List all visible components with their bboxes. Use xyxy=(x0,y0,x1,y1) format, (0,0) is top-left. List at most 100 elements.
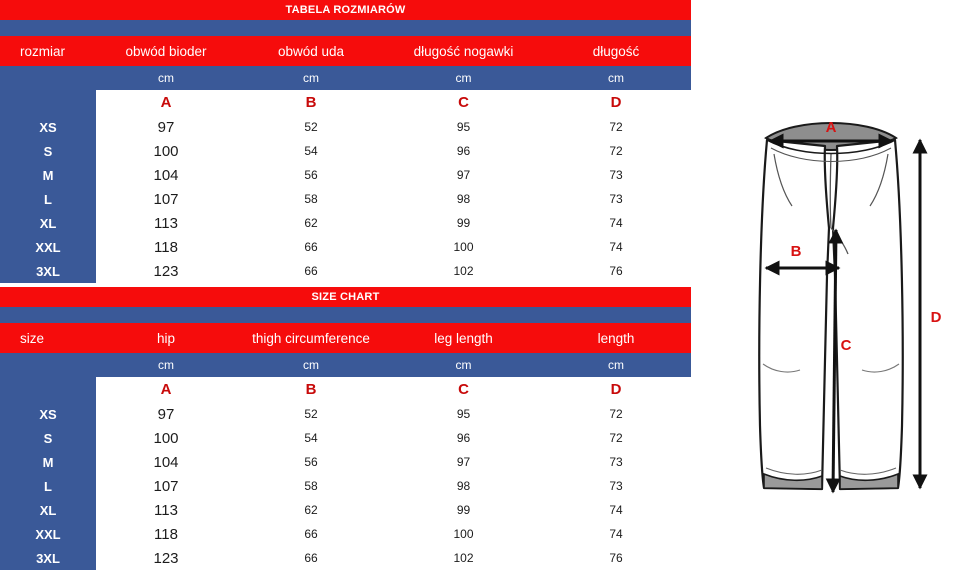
right-knee-crease xyxy=(861,363,900,373)
row-size-label: L xyxy=(44,478,52,494)
letter-row-english: A B C D xyxy=(0,377,691,402)
row-hip-value: 123 xyxy=(153,549,179,567)
row-leg-value: 97 xyxy=(456,455,471,469)
row-leg-value: 102 xyxy=(453,551,474,565)
header-size-english: size xyxy=(20,330,45,346)
row-leg-value: 96 xyxy=(456,144,471,158)
size-table-polish: TABELA ROZMIARÓW rozmiar obwód bioder ob… xyxy=(0,0,691,283)
unit-leg-polish: cm xyxy=(455,71,472,85)
data-rows-polish: A B C D XS 97 52 95 72 S 100 54 96 xyxy=(0,90,691,283)
row-size-label: XS xyxy=(39,406,57,422)
letter-row-polish: A B C D xyxy=(0,90,691,115)
row-hip-value: 118 xyxy=(154,525,178,543)
table-row: XS 97 52 95 72 xyxy=(0,402,691,426)
title-separator-english xyxy=(0,307,691,323)
row-length-value: 72 xyxy=(609,407,623,421)
header-row-english: size hip thigh circumference leg length … xyxy=(0,323,691,353)
measure-label-a: A xyxy=(826,119,837,136)
table-row: M 104 56 97 73 xyxy=(0,450,691,474)
row-leg-value: 98 xyxy=(456,192,471,206)
row-size-label: S xyxy=(43,430,53,446)
header-leg-english: leg length xyxy=(434,330,493,346)
unit-size-english xyxy=(0,353,96,377)
row-length-value: 73 xyxy=(609,192,623,206)
row-size-label: XL xyxy=(39,502,57,518)
row-size-label: XXL xyxy=(35,239,61,255)
header-thigh-polish: obwód uda xyxy=(277,43,345,59)
row-leg-value: 100 xyxy=(453,240,474,254)
data-rows-english: A B C D XS 97 52 95 72 S 100 54 96 xyxy=(0,377,691,570)
row-size-label: XS xyxy=(39,119,57,135)
row-thigh-value: 56 xyxy=(304,168,318,182)
row-thigh-value: 54 xyxy=(304,144,318,158)
data-area-polish: A B C D XS 97 52 95 72 S 100 54 96 xyxy=(0,90,691,283)
unit-length-polish: cm xyxy=(608,71,624,85)
trousers-measurement-diagram: A B C D xyxy=(726,96,968,516)
table-row: XXL 118 66 100 74 xyxy=(0,235,691,259)
header-leg-polish: długość nogawki xyxy=(413,43,514,59)
row-thigh-value: 52 xyxy=(304,407,318,421)
letter-d-english: D xyxy=(610,381,622,398)
row-hip-value: 113 xyxy=(154,501,178,519)
row-size-label: XXL xyxy=(35,526,61,542)
letter-c-english: C xyxy=(458,381,469,398)
row-leg-value: 95 xyxy=(456,407,471,421)
header-length-polish: długość xyxy=(592,43,640,59)
row-leg-value: 102 xyxy=(453,264,474,278)
row-length-value: 72 xyxy=(609,431,623,445)
table-row: L 107 58 98 73 xyxy=(0,187,691,211)
row-thigh-value: 58 xyxy=(304,479,318,493)
unit-leg-english: cm xyxy=(455,358,472,372)
row-leg-value: 96 xyxy=(456,431,471,445)
title-separator-polish xyxy=(0,20,691,36)
row-thigh-value: 66 xyxy=(304,551,318,565)
row-hip-value: 107 xyxy=(153,477,179,495)
row-thigh-value: 62 xyxy=(304,503,318,517)
right-hem-stitch xyxy=(839,467,897,475)
letter-a-english: A xyxy=(160,381,172,398)
row-size-label: L xyxy=(44,191,52,207)
row-size-label: 3XL xyxy=(36,550,60,566)
row-hip-value: 104 xyxy=(153,453,179,471)
row-hip-value: 100 xyxy=(153,429,179,447)
unit-thigh-polish: cm xyxy=(303,71,319,85)
row-hip-value: 100 xyxy=(153,142,179,160)
row-hip-value: 118 xyxy=(154,238,178,256)
row-length-value: 73 xyxy=(609,455,623,469)
row-hip-value: 107 xyxy=(153,190,179,208)
left-knee-crease xyxy=(762,363,801,373)
size-table-english: SIZE CHART size hip thigh circumference … xyxy=(0,287,691,570)
row-size-label: S xyxy=(43,143,53,159)
letter-d-polish: D xyxy=(610,94,622,111)
table-row: S 100 54 96 72 xyxy=(0,426,691,450)
row-thigh-value: 54 xyxy=(304,431,318,445)
left-leg-outline xyxy=(758,138,831,491)
header-hip-polish: obwód bioder xyxy=(125,43,207,59)
row-hip-value: 104 xyxy=(153,166,179,184)
row-size-label: M xyxy=(42,167,54,183)
row-leg-value: 99 xyxy=(456,216,471,230)
row-length-value: 73 xyxy=(609,479,623,493)
centre-seam xyxy=(829,153,832,229)
row-leg-value: 100 xyxy=(453,527,474,541)
row-hip-value: 97 xyxy=(157,405,175,423)
row-thigh-value: 56 xyxy=(304,455,318,469)
left-pocket-seam xyxy=(773,153,793,207)
table-row: XXL 118 66 100 74 xyxy=(0,522,691,546)
letter-b-polish: B xyxy=(305,94,317,111)
unit-size-polish xyxy=(0,66,96,90)
letter-a-polish: A xyxy=(160,94,172,111)
left-hem xyxy=(763,472,823,490)
row-leg-value: 95 xyxy=(456,120,471,134)
row-leg-value: 97 xyxy=(456,168,471,182)
row-thigh-value: 62 xyxy=(304,216,318,230)
row-thigh-value: 52 xyxy=(304,120,318,134)
table-row: M 104 56 97 73 xyxy=(0,163,691,187)
waistband-stitch xyxy=(770,147,892,163)
table-row: 3XL 123 66 102 76 xyxy=(0,546,691,570)
table-row: XS 97 52 95 72 xyxy=(0,115,691,139)
header-size-polish: rozmiar xyxy=(20,43,66,59)
row-leg-value: 99 xyxy=(456,503,471,517)
unit-hip-english: cm xyxy=(158,358,174,372)
row-length-value: 72 xyxy=(609,120,623,134)
